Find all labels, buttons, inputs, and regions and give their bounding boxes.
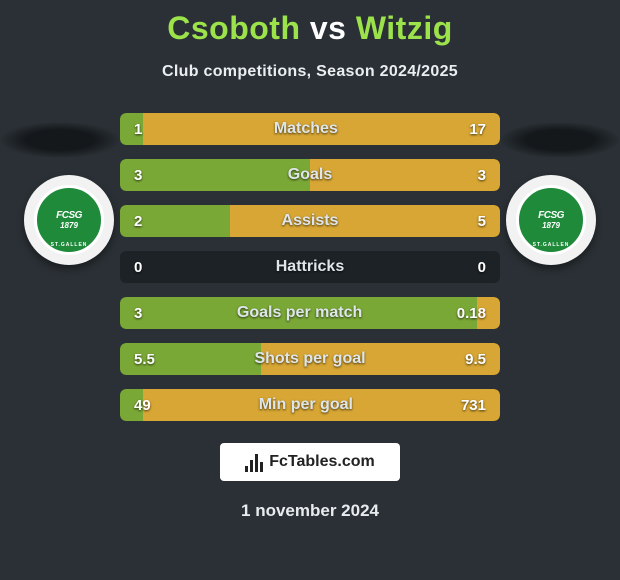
club-abbrev: FCSG [538, 210, 564, 221]
stat-row: 3Goals per match0.18 [120, 297, 500, 329]
footer-date: 1 november 2024 [0, 501, 620, 521]
stat-label: Goals [142, 166, 477, 184]
stats-container: 1Matches173Goals32Assists50Hattricks03Go… [120, 113, 500, 421]
footer-brand[interactable]: FcTables.com [220, 443, 400, 481]
stat-label: Min per goal [151, 396, 461, 414]
stat-value-left: 49 [120, 397, 151, 414]
stat-value-left: 1 [120, 121, 142, 138]
stat-row: 5.5Shots per goal9.5 [120, 343, 500, 375]
player1-name: Csoboth [167, 10, 300, 46]
stat-value-left: 3 [120, 305, 142, 322]
stat-value-right: 9.5 [465, 351, 500, 368]
club-badge-right: FCSG 1879 ST.GALLEN [506, 175, 596, 265]
shadow-ellipse-left [0, 122, 120, 158]
stat-value-right: 17 [469, 121, 500, 138]
stat-value-left: 3 [120, 167, 142, 184]
page-title: Csoboth vs Witzig [0, 0, 620, 47]
stat-label: Hattricks [142, 258, 477, 276]
club-year: 1879 [542, 221, 560, 230]
player2-name: Witzig [356, 10, 453, 46]
stat-value-right: 3 [478, 167, 500, 184]
club-badge-left: FCSG 1879 ST.GALLEN [24, 175, 114, 265]
stat-value-right: 5 [478, 213, 500, 230]
stat-row: 3Goals3 [120, 159, 500, 191]
stat-value-left: 5.5 [120, 351, 155, 368]
club-city: ST.GALLEN [51, 242, 88, 248]
vs-text: vs [310, 10, 347, 46]
stat-value-left: 0 [120, 259, 142, 276]
stat-label: Matches [142, 120, 469, 138]
shadow-ellipse-right [500, 122, 620, 158]
stat-row: 1Matches17 [120, 113, 500, 145]
footer-brand-text: FcTables.com [269, 453, 375, 471]
club-year: 1879 [60, 221, 78, 230]
stat-row: 0Hattricks0 [120, 251, 500, 283]
stat-label: Shots per goal [155, 350, 465, 368]
club-abbrev: FCSG [56, 210, 82, 221]
stat-row: 2Assists5 [120, 205, 500, 237]
stat-label: Assists [142, 212, 477, 230]
stat-value-right: 0 [478, 259, 500, 276]
stat-row: 49Min per goal731 [120, 389, 500, 421]
stat-value-right: 0.18 [457, 305, 500, 322]
subtitle: Club competitions, Season 2024/2025 [0, 63, 620, 81]
stat-value-left: 2 [120, 213, 142, 230]
bars-icon [245, 452, 265, 472]
stat-value-right: 731 [461, 397, 500, 414]
club-city: ST.GALLEN [533, 242, 570, 248]
stat-label: Goals per match [142, 304, 456, 322]
